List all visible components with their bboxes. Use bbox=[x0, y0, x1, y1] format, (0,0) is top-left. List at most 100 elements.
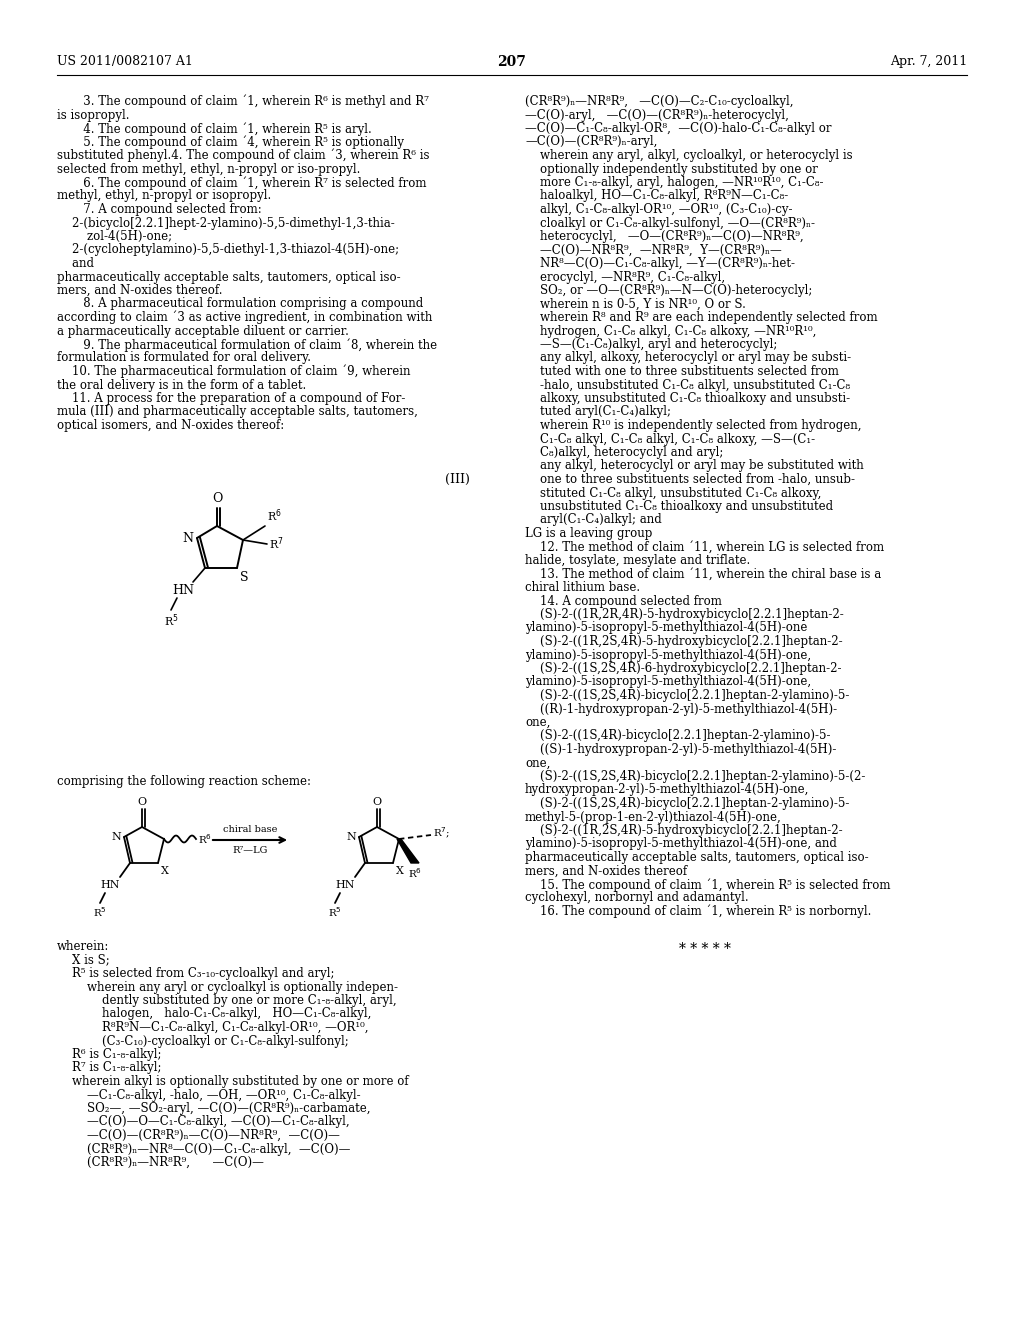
Text: X: X bbox=[161, 866, 169, 876]
Text: R⁷—LG: R⁷—LG bbox=[232, 846, 267, 855]
Text: 6. The compound of claim ´1, wherein R⁷ is selected from: 6. The compound of claim ´1, wherein R⁷ … bbox=[57, 176, 427, 190]
Polygon shape bbox=[397, 840, 419, 863]
Text: R$^7$: R$^7$ bbox=[269, 536, 284, 552]
Text: tuted aryl(C₁-C₄)alkyl;: tuted aryl(C₁-C₄)alkyl; bbox=[525, 405, 671, 418]
Text: a pharmaceutically acceptable diluent or carrier.: a pharmaceutically acceptable diluent or… bbox=[57, 325, 349, 338]
Text: R⁶ is C₁-₈-alkyl;: R⁶ is C₁-₈-alkyl; bbox=[57, 1048, 162, 1061]
Text: ylamino)-5-isopropyl-5-methylthiazol-4(5H)-one: ylamino)-5-isopropyl-5-methylthiazol-4(5… bbox=[525, 622, 807, 635]
Text: R$^6$: R$^6$ bbox=[267, 507, 282, 524]
Text: (CR⁸R⁹)ₙ—NR⁸—C(O)—C₁-C₈-alkyl,  —C(O)—: (CR⁸R⁹)ₙ—NR⁸—C(O)—C₁-C₈-alkyl, —C(O)— bbox=[57, 1143, 350, 1155]
Text: HN: HN bbox=[172, 583, 194, 597]
Text: (CR⁸R⁹)ₙ—NR⁸R⁹,      —C(O)—: (CR⁸R⁹)ₙ—NR⁸R⁹, —C(O)— bbox=[57, 1156, 264, 1170]
Text: ylamino)-5-isopropyl-5-methylthiazol-4(5H)-one,: ylamino)-5-isopropyl-5-methylthiazol-4(5… bbox=[525, 648, 811, 661]
Text: (CR⁸R⁹)ₙ—NR⁸R⁹,   —C(O)—C₂-C₁₀-cycloalkyl,: (CR⁸R⁹)ₙ—NR⁸R⁹, —C(O)—C₂-C₁₀-cycloalkyl, bbox=[525, 95, 794, 108]
Text: NR⁸—C(O)—C₁-C₈-alkyl, —Y—(CR⁸R⁹)ₙ-het-: NR⁸—C(O)—C₁-C₈-alkyl, —Y—(CR⁸R⁹)ₙ-het- bbox=[525, 257, 795, 271]
Text: comprising the following reaction scheme:: comprising the following reaction scheme… bbox=[57, 775, 311, 788]
Text: O: O bbox=[137, 797, 146, 807]
Text: R⁸R⁹N—C₁-C₈-alkyl, C₁-C₈-alkyl-OR¹⁰, —OR¹⁰,: R⁸R⁹N—C₁-C₈-alkyl, C₁-C₈-alkyl-OR¹⁰, —OR… bbox=[57, 1020, 369, 1034]
Text: —C(O)—(CR⁸R⁹)ₙ-aryl,: —C(O)—(CR⁸R⁹)ₙ-aryl, bbox=[525, 136, 657, 149]
Text: O: O bbox=[212, 492, 222, 506]
Text: (S)-2-((1R,2S,4R)-5-hydroxybicyclo[2.2.1]heptan-2-: (S)-2-((1R,2S,4R)-5-hydroxybicyclo[2.2.1… bbox=[525, 635, 843, 648]
Text: tuted with one to three substituents selected from: tuted with one to three substituents sel… bbox=[525, 366, 839, 378]
Text: 2-(cycloheptylamino)-5,5-diethyl-1,3-thiazol-4(5H)-one;: 2-(cycloheptylamino)-5,5-diethyl-1,3-thi… bbox=[57, 243, 399, 256]
Text: haloalkyl, HO—C₁-C₈-alkyl, R⁸R⁹N—C₁-C₈-: haloalkyl, HO—C₁-C₈-alkyl, R⁸R⁹N—C₁-C₈- bbox=[525, 190, 788, 202]
Text: optionally independently substituted by one or: optionally independently substituted by … bbox=[525, 162, 818, 176]
Text: HN: HN bbox=[335, 880, 354, 890]
Text: wherein R⁸ and R⁹ are each independently selected from: wherein R⁸ and R⁹ are each independently… bbox=[525, 312, 878, 323]
Text: is isopropyl.: is isopropyl. bbox=[57, 108, 129, 121]
Text: (S)-2-((1S,2S,4R)-bicyclo[2.2.1]heptan-2-ylamino)-5-: (S)-2-((1S,2S,4R)-bicyclo[2.2.1]heptan-2… bbox=[525, 689, 849, 702]
Text: 8. A pharmaceutical formulation comprising a compound: 8. A pharmaceutical formulation comprisi… bbox=[57, 297, 423, 310]
Text: (S)-2-((1S,4R)-bicyclo[2.2.1]heptan-2-ylamino)-5-: (S)-2-((1S,4R)-bicyclo[2.2.1]heptan-2-yl… bbox=[525, 730, 830, 742]
Text: ((R)-1-hydroxypropan-2-yl)-5-methylthiazol-4(5H)-: ((R)-1-hydroxypropan-2-yl)-5-methylthiaz… bbox=[525, 702, 838, 715]
Text: halogen,   halo-C₁-C₈-alkyl,   HO—C₁-C₈-alkyl,: halogen, halo-C₁-C₈-alkyl, HO—C₁-C₈-alky… bbox=[57, 1007, 372, 1020]
Text: wherein any aryl or cycloalkyl is optionally indepen-: wherein any aryl or cycloalkyl is option… bbox=[57, 981, 398, 994]
Text: zol-4(5H)-one;: zol-4(5H)-one; bbox=[57, 230, 172, 243]
Text: (C₃-C₁₀)-cycloalkyl or C₁-C₈-alkyl-sulfonyl;: (C₃-C₁₀)-cycloalkyl or C₁-C₈-alkyl-sulfo… bbox=[57, 1035, 349, 1048]
Text: erocyclyl, —NR⁸R⁹, C₁-C₈-alkyl,: erocyclyl, —NR⁸R⁹, C₁-C₈-alkyl, bbox=[525, 271, 725, 284]
Text: and: and bbox=[57, 257, 94, 271]
Text: N: N bbox=[112, 832, 121, 842]
Text: mula (III) and pharmaceutically acceptable salts, tautomers,: mula (III) and pharmaceutically acceptab… bbox=[57, 405, 418, 418]
Text: 9. The pharmaceutical formulation of claim ´8, wherein the: 9. The pharmaceutical formulation of cla… bbox=[57, 338, 437, 351]
Text: —C(O)—NR⁸R⁹,  —NR⁸R⁹,  Y—(CR⁸R⁹)ₙ—: —C(O)—NR⁸R⁹, —NR⁸R⁹, Y—(CR⁸R⁹)ₙ— bbox=[525, 243, 781, 256]
Text: HN: HN bbox=[100, 880, 120, 890]
Text: C₁-C₈ alkyl, C₁-C₈ alkyl, C₁-C₈ alkoxy, —S—(C₁-: C₁-C₈ alkyl, C₁-C₈ alkyl, C₁-C₈ alkoxy, … bbox=[525, 433, 815, 446]
Text: chiral base: chiral base bbox=[223, 825, 278, 834]
Text: 5. The compound of claim ´4, wherein R⁵ is optionally: 5. The compound of claim ´4, wherein R⁵ … bbox=[57, 136, 404, 149]
Text: aryl(C₁-C₄)alkyl; and: aryl(C₁-C₄)alkyl; and bbox=[525, 513, 662, 527]
Text: 12. The method of claim ´11, wherein LG is selected from: 12. The method of claim ´11, wherein LG … bbox=[525, 540, 884, 553]
Text: according to claim ´3 as active ingredient, in combination with: according to claim ´3 as active ingredie… bbox=[57, 312, 432, 325]
Text: (S)-2-((1S,2S,4R)-6-hydroxybicyclo[2.2.1]heptan-2-: (S)-2-((1S,2S,4R)-6-hydroxybicyclo[2.2.1… bbox=[525, 663, 842, 675]
Text: X is S;: X is S; bbox=[57, 953, 110, 966]
Text: 10. The pharmaceutical formulation of claim ´9, wherein: 10. The pharmaceutical formulation of cl… bbox=[57, 366, 411, 379]
Text: S: S bbox=[240, 572, 249, 583]
Text: —C(O)—C₁-C₈-alkyl-OR⁸,  —C(O)-halo-C₁-C₈-alkyl or: —C(O)—C₁-C₈-alkyl-OR⁸, —C(O)-halo-C₁-C₈-… bbox=[525, 121, 831, 135]
Text: hydrogen, C₁-C₈ alkyl, C₁-C₈ alkoxy, —NR¹⁰R¹⁰,: hydrogen, C₁-C₈ alkyl, C₁-C₈ alkoxy, —NR… bbox=[525, 325, 816, 338]
Text: optical isomers, and N-oxides thereof:: optical isomers, and N-oxides thereof: bbox=[57, 418, 285, 432]
Text: (S)-2-((1S,2S,4R)-bicyclo[2.2.1]heptan-2-ylamino)-5-(2-: (S)-2-((1S,2S,4R)-bicyclo[2.2.1]heptan-2… bbox=[525, 770, 865, 783]
Text: 15. The compound of claim ´1, wherein R⁵ is selected from: 15. The compound of claim ´1, wherein R⁵… bbox=[525, 878, 891, 891]
Text: 14. A compound selected from: 14. A compound selected from bbox=[525, 594, 722, 607]
Text: US 2011/0082107 A1: US 2011/0082107 A1 bbox=[57, 55, 193, 69]
Text: X: X bbox=[396, 866, 403, 876]
Text: wherein R¹⁰ is independently selected from hydrogen,: wherein R¹⁰ is independently selected fr… bbox=[525, 418, 861, 432]
Text: methyl, ethyl, n-propyl or isopropyl.: methyl, ethyl, n-propyl or isopropyl. bbox=[57, 190, 271, 202]
Text: (S)-2-((1S,2S,4R)-bicyclo[2.2.1]heptan-2-ylamino)-5-: (S)-2-((1S,2S,4R)-bicyclo[2.2.1]heptan-2… bbox=[525, 797, 849, 810]
Text: 207: 207 bbox=[498, 55, 526, 69]
Text: one,: one, bbox=[525, 715, 550, 729]
Text: R$^6$: R$^6$ bbox=[198, 832, 212, 846]
Text: any alkyl, alkoxy, heterocyclyl or aryl may be substi-: any alkyl, alkoxy, heterocyclyl or aryl … bbox=[525, 351, 851, 364]
Text: wherein:: wherein: bbox=[57, 940, 110, 953]
Text: —C(O)-aryl,   —C(O)—(CR⁸R⁹)ₙ-heterocyclyl,: —C(O)-aryl, —C(O)—(CR⁸R⁹)ₙ-heterocyclyl, bbox=[525, 108, 788, 121]
Text: (S)-2-((1R,2R,4R)-5-hydroxybicyclo[2.2.1]heptan-2-: (S)-2-((1R,2R,4R)-5-hydroxybicyclo[2.2.1… bbox=[525, 609, 844, 620]
Text: alkyl, C₁-C₈-alkyl-OR¹⁰, —OR¹⁰, (C₃-C₁₀)-cy-: alkyl, C₁-C₈-alkyl-OR¹⁰, —OR¹⁰, (C₃-C₁₀)… bbox=[525, 203, 793, 216]
Text: 16. The compound of claim ´1, wherein R⁵ is norbornyl.: 16. The compound of claim ´1, wherein R⁵… bbox=[525, 906, 871, 919]
Text: R⁵ is selected from C₃-₁₀-cycloalkyl and aryl;: R⁵ is selected from C₃-₁₀-cycloalkyl and… bbox=[57, 968, 335, 979]
Text: N: N bbox=[346, 832, 356, 842]
Text: substituted phenyl.4. The compound of claim ´3, wherein R⁶ is: substituted phenyl.4. The compound of cl… bbox=[57, 149, 429, 162]
Text: ((S)-1-hydroxypropan-2-yl)-5-methylthiazol-4(5H)-: ((S)-1-hydroxypropan-2-yl)-5-methylthiaz… bbox=[525, 743, 837, 756]
Text: more C₁-₈-alkyl, aryl, halogen, —NR¹⁰R¹⁰, C₁-C₈-: more C₁-₈-alkyl, aryl, halogen, —NR¹⁰R¹⁰… bbox=[525, 176, 823, 189]
Text: * * * * *: * * * * * bbox=[679, 942, 731, 956]
Text: cloalkyl or C₁-C₈-alkyl-sulfonyl, —O—(CR⁸R⁹)ₙ-: cloalkyl or C₁-C₈-alkyl-sulfonyl, —O—(CR… bbox=[525, 216, 815, 230]
Text: mers, and N-oxides thereof.: mers, and N-oxides thereof. bbox=[57, 284, 222, 297]
Text: —C(O)—(CR⁸R⁹)ₙ—C(O)—NR⁸R⁹,  —C(O)—: —C(O)—(CR⁸R⁹)ₙ—C(O)—NR⁸R⁹, —C(O)— bbox=[57, 1129, 340, 1142]
Text: (S)-2-((1R,2S,4R)-5-hydroxybicyclo[2.2.1]heptan-2-: (S)-2-((1R,2S,4R)-5-hydroxybicyclo[2.2.1… bbox=[525, 824, 843, 837]
Text: methyl-5-(prop-1-en-2-yl)thiazol-4(5H)-one,: methyl-5-(prop-1-en-2-yl)thiazol-4(5H)-o… bbox=[525, 810, 781, 824]
Text: wherein any aryl, alkyl, cycloalkyl, or heterocyclyl is: wherein any aryl, alkyl, cycloalkyl, or … bbox=[525, 149, 853, 162]
Text: C₈)alkyl, heterocyclyl and aryl;: C₈)alkyl, heterocyclyl and aryl; bbox=[525, 446, 723, 459]
Text: ylamino)-5-isopropyl-5-methylthiazol-4(5H)-one,: ylamino)-5-isopropyl-5-methylthiazol-4(5… bbox=[525, 676, 811, 689]
Text: (III): (III) bbox=[445, 473, 470, 486]
Text: R$^7$;: R$^7$; bbox=[433, 825, 451, 841]
Text: mers, and N-oxides thereof: mers, and N-oxides thereof bbox=[525, 865, 687, 878]
Text: —S—(C₁-C₈)alkyl, aryl and heterocyclyl;: —S—(C₁-C₈)alkyl, aryl and heterocyclyl; bbox=[525, 338, 777, 351]
Text: 13. The method of claim ´11, wherein the chiral base is a: 13. The method of claim ´11, wherein the… bbox=[525, 568, 882, 581]
Text: —C₁-C₈-alkyl, -halo, —OH, —OR¹⁰, C₁-C₈-alkyl-: —C₁-C₈-alkyl, -halo, —OH, —OR¹⁰, C₁-C₈-a… bbox=[57, 1089, 360, 1101]
Text: hydroxypropan-2-yl)-5-methylthiazol-4(5H)-one,: hydroxypropan-2-yl)-5-methylthiazol-4(5H… bbox=[525, 784, 809, 796]
Text: SO₂—, —SO₂-aryl, —C(O)—(CR⁸R⁹)ₙ-carbamate,: SO₂—, —SO₂-aryl, —C(O)—(CR⁸R⁹)ₙ-carbamat… bbox=[57, 1102, 371, 1115]
Text: R$^5$: R$^5$ bbox=[164, 612, 178, 628]
Text: alkoxy, unsubstituted C₁-C₈ thioalkoxy and unsubsti-: alkoxy, unsubstituted C₁-C₈ thioalkoxy a… bbox=[525, 392, 850, 405]
Text: ylamino)-5-isopropyl-5-methylthiazol-4(5H)-one, and: ylamino)-5-isopropyl-5-methylthiazol-4(5… bbox=[525, 837, 837, 850]
Text: formulation is formulated for oral delivery.: formulation is formulated for oral deliv… bbox=[57, 351, 311, 364]
